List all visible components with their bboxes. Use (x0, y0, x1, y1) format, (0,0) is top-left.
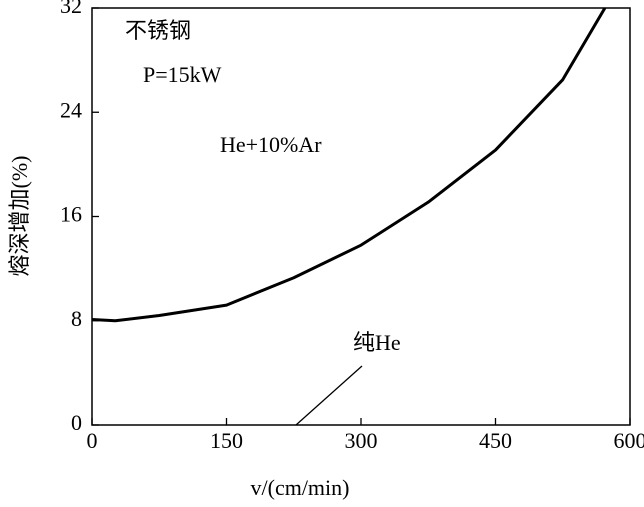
annotation: P=15kW (143, 62, 222, 87)
x-tick-label: 450 (479, 428, 512, 453)
y-tick-label: 24 (60, 97, 82, 122)
y-tick-label: 16 (60, 202, 82, 227)
x-tick-label: 600 (614, 428, 644, 453)
annotation: 纯He (353, 330, 401, 355)
x-tick-label: 300 (345, 428, 378, 453)
annotation: 不锈钢 (125, 18, 191, 43)
y-tick-label: 0 (71, 410, 82, 435)
annotation-pointer (295, 365, 363, 426)
series-line (91, 7, 607, 323)
x-tick-label: 150 (210, 428, 243, 453)
x-tick-label: 0 (87, 428, 98, 453)
y-tick-label: 8 (71, 306, 82, 331)
series-label: He+10%Ar (220, 132, 322, 157)
y-tick-label: 32 (60, 0, 82, 18)
y-axis-label: 熔深增加(%) (7, 156, 32, 277)
x-axis-label: v/(cm/min) (251, 475, 350, 500)
